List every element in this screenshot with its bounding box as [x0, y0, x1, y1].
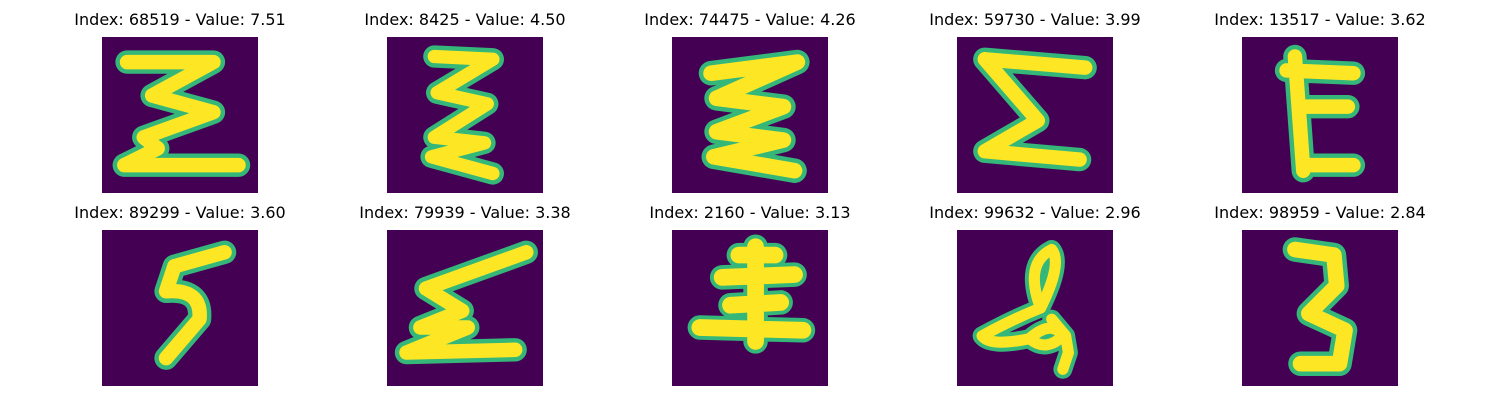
panel-title: Index: 99632 - Value: 2.96 — [929, 203, 1141, 222]
glyph-stroke-core — [117, 54, 246, 173]
panel-10: Index: 98959 - Value: 2.84 — [1170, 193, 1470, 386]
glyph-stroke-core — [703, 54, 806, 179]
handwritten-five-image — [102, 230, 258, 386]
handwritten-sigma-1-image — [102, 37, 258, 193]
panel-title: Index: 68519 - Value: 7.51 — [74, 10, 286, 29]
panel-title: Index: 13517 - Value: 3.62 — [1214, 10, 1426, 29]
glyph-stroke-core — [158, 245, 232, 366]
handwritten-sigma-2-image — [387, 37, 543, 193]
handwritten-e-image — [1242, 37, 1398, 193]
handwritten-sigma-4-image — [957, 37, 1113, 193]
panel-2: Index: 8425 - Value: 4.50 — [315, 0, 615, 193]
glyph-stroke-core — [976, 243, 1074, 375]
handwritten-three-image — [1242, 230, 1398, 386]
panel-title: Index: 2160 - Value: 3.13 — [649, 203, 851, 222]
panel-title: Index: 8425 - Value: 4.50 — [364, 10, 566, 29]
glyph-stroke-core — [977, 52, 1093, 167]
glyph-stroke-core — [399, 245, 534, 360]
glyph-stroke-core — [691, 238, 812, 350]
glyph-stroke-core — [1279, 49, 1361, 178]
panel-title: Index: 74475 - Value: 4.26 — [644, 10, 856, 29]
panel-4: Index: 59730 - Value: 3.99 — [885, 0, 1185, 193]
panel-title: Index: 98959 - Value: 2.84 — [1214, 203, 1426, 222]
handwritten-loop-scribble-image — [957, 230, 1113, 386]
handwritten-cross-shape-image — [672, 230, 828, 386]
panel-8: Index: 2160 - Value: 3.13 — [600, 193, 900, 386]
panel-title: Index: 79939 - Value: 3.38 — [359, 203, 571, 222]
glyph-stroke-core — [424, 49, 500, 181]
panel-title: Index: 89299 - Value: 3.60 — [74, 203, 286, 222]
panel-title: Index: 59730 - Value: 3.99 — [929, 10, 1141, 29]
panel-1: Index: 68519 - Value: 7.51 — [30, 0, 330, 193]
panel-6: Index: 89299 - Value: 3.60 — [30, 193, 330, 386]
handwritten-sigma-5-image — [387, 230, 543, 386]
panel-7: Index: 79939 - Value: 3.38 — [315, 193, 615, 386]
panel-9: Index: 99632 - Value: 2.96 — [885, 193, 1185, 386]
panel-3: Index: 74475 - Value: 4.26 — [600, 0, 900, 193]
handwritten-sigma-3-image — [672, 37, 828, 193]
glyph-stroke-core — [1287, 241, 1353, 372]
panel-5: Index: 13517 - Value: 3.62 — [1170, 0, 1470, 193]
